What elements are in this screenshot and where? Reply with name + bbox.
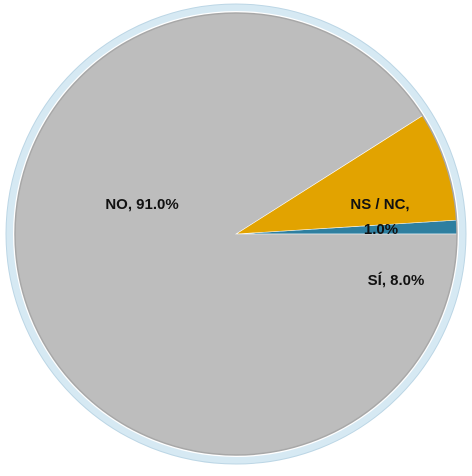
slice-label-si: SÍ, 8.0% — [368, 272, 425, 289]
slice-label-ns-nc-line2: 1.0% — [364, 221, 398, 238]
pie-outline — [14, 12, 458, 456]
slice-label-ns-nc-line1: NS / NC, — [350, 196, 409, 213]
slice-label-no: NO, 91.0% — [105, 196, 178, 213]
